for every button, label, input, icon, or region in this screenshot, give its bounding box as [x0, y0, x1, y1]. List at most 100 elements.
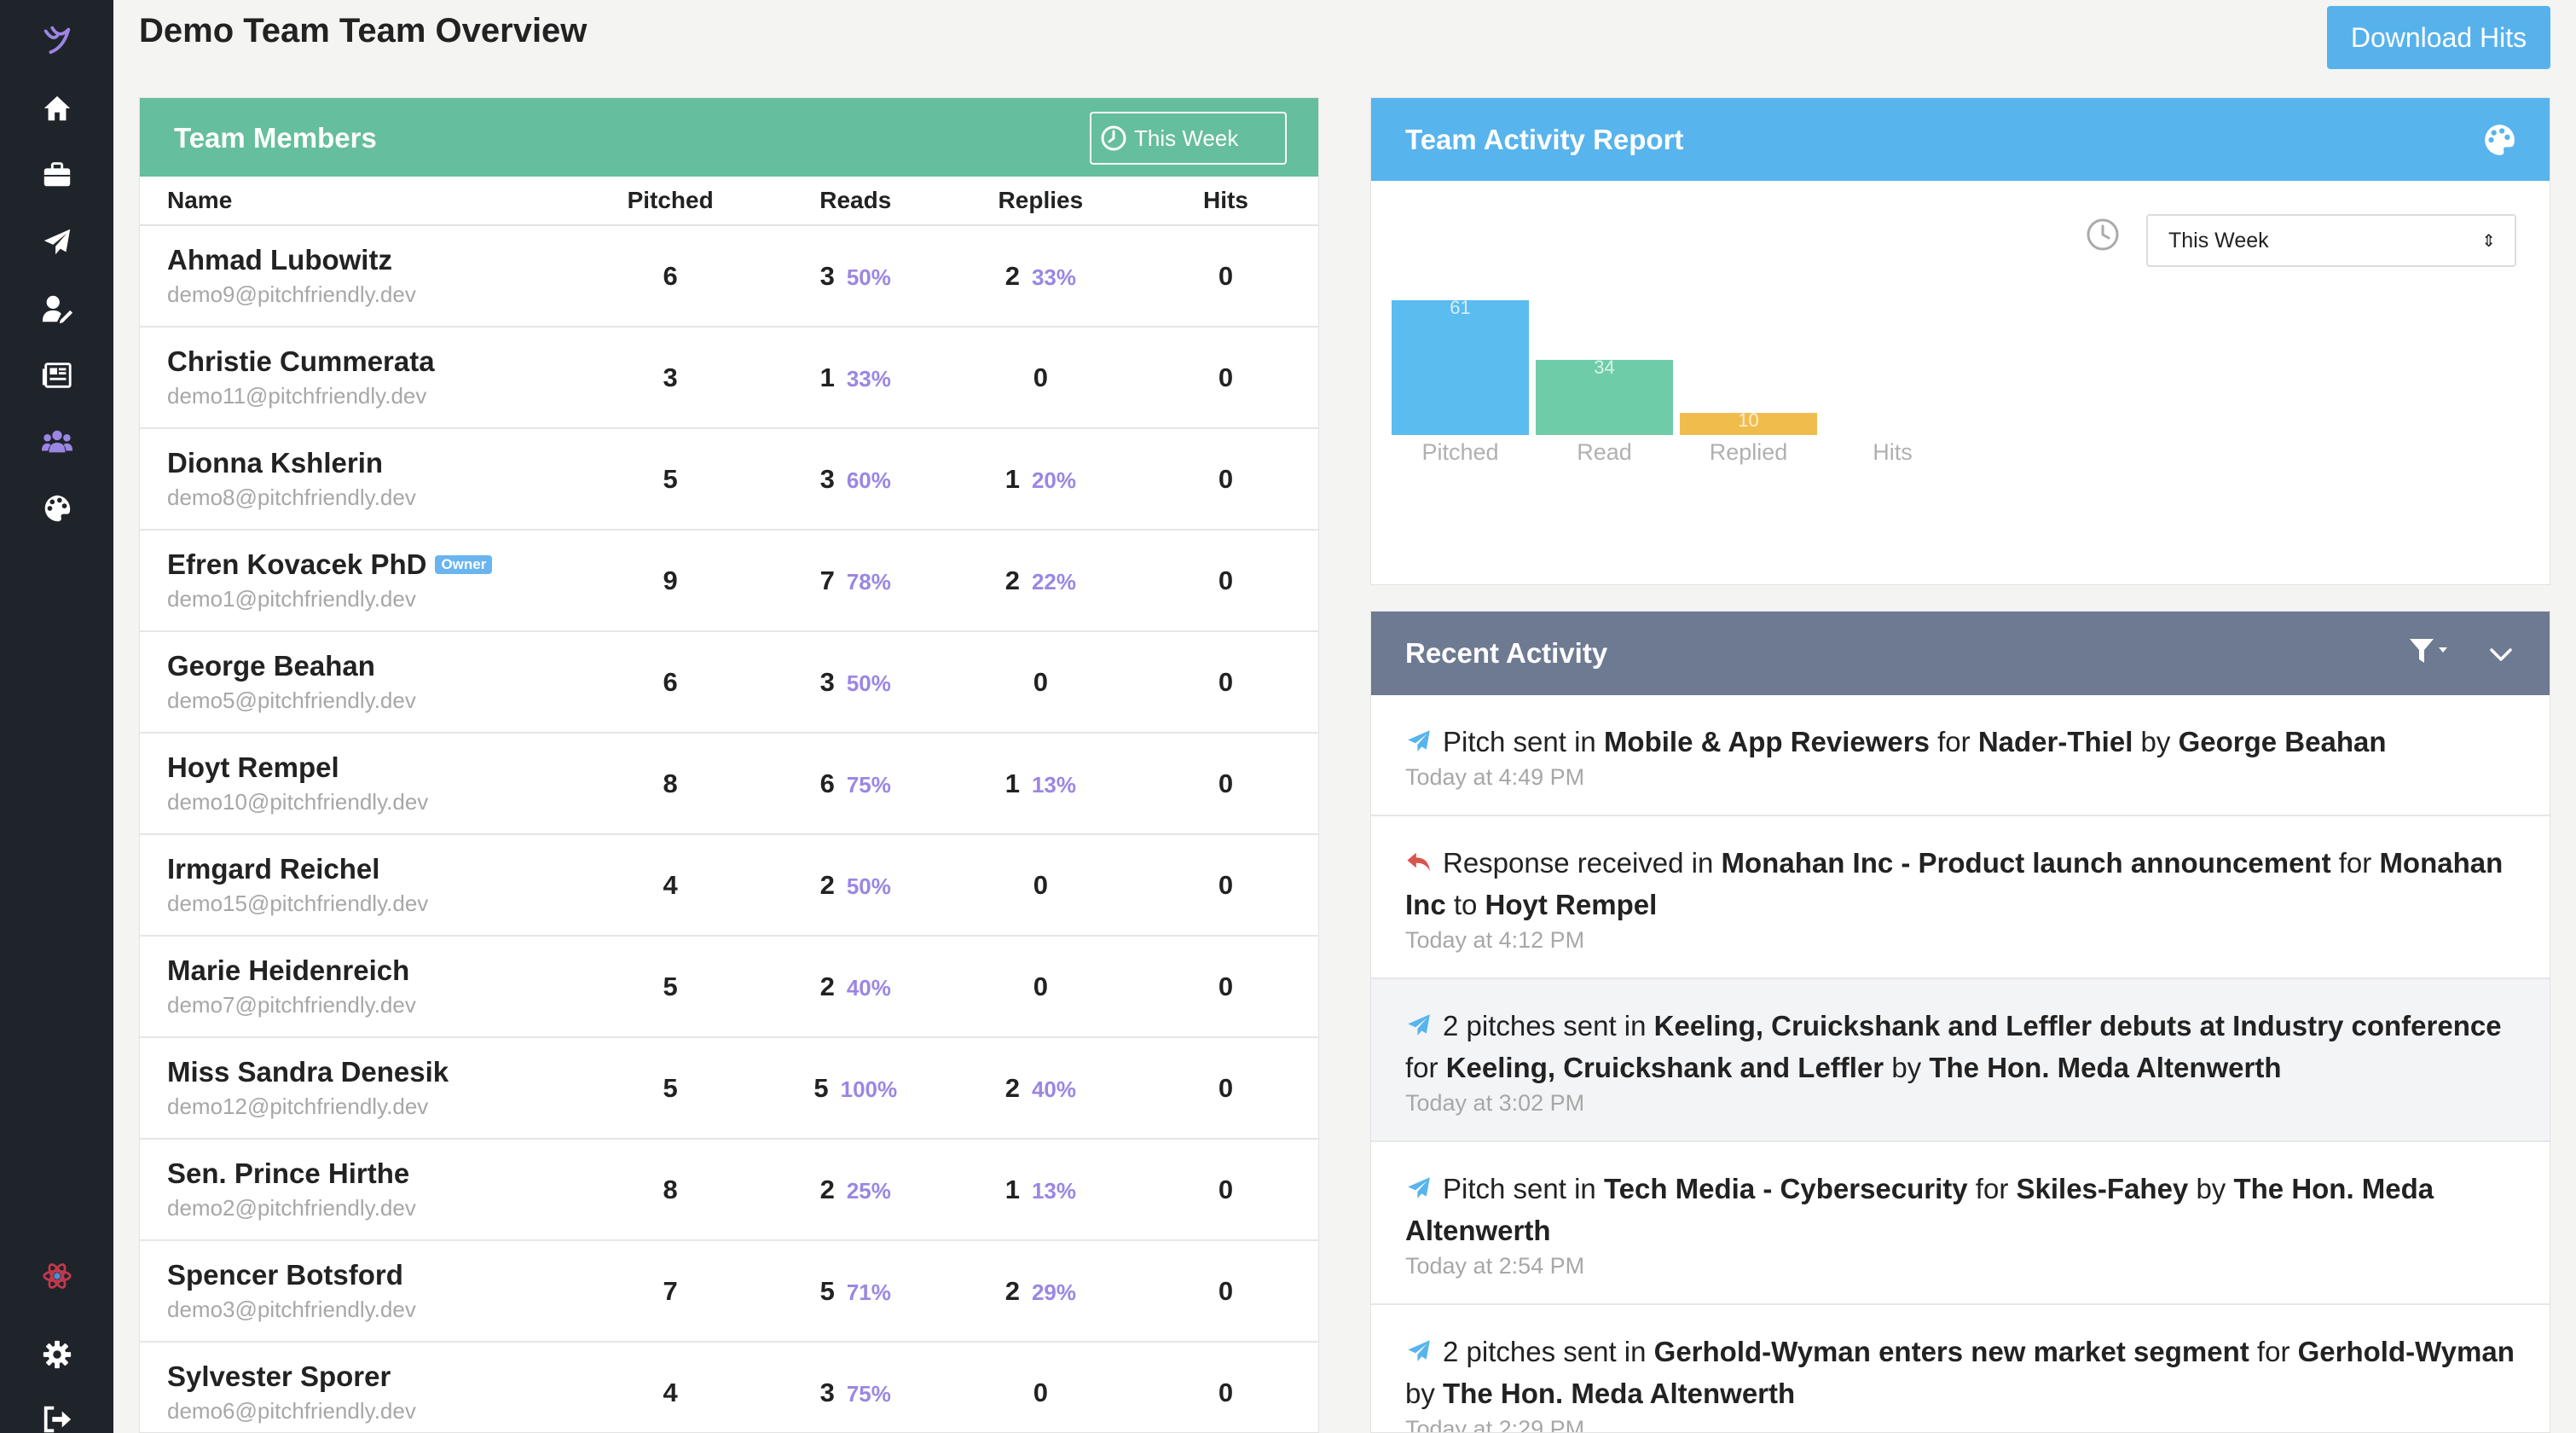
replies-cell: 0 [948, 363, 1133, 393]
member-name[interactable]: Spencer Botsford [167, 1259, 403, 1291]
reads-percent: 50% [846, 264, 891, 290]
activity-time: Today at 2:29 PM [1405, 1416, 1585, 1433]
activity-fragment: for [1967, 1173, 2017, 1204]
list-item[interactable]: Pitch sent in Mobile & App Reviewers for… [1371, 695, 2550, 816]
list-item[interactable]: Pitch sent in Tech Media - Cybersecurity… [1371, 1142, 2550, 1305]
logout-icon[interactable] [0, 1395, 113, 1433]
recent-activity-title: Recent Activity [1405, 637, 1608, 669]
newspaper-icon[interactable] [0, 351, 113, 399]
column-hits[interactable]: Hits [1203, 187, 1248, 213]
reads-cell: 6 75% [763, 769, 948, 799]
activity-entity[interactable]: Hoyt Rempel [1485, 889, 1658, 920]
reads-cell: 3 50% [763, 667, 948, 698]
table-row[interactable]: Marie Heidenreich demo7@pitchfriendly.dev… [140, 937, 1318, 1038]
bar-pitched[interactable] [1392, 300, 1529, 435]
filter-icon[interactable] [2408, 637, 2451, 666]
member-email: demo10@pitchfriendly.dev [167, 789, 429, 815]
send-icon[interactable] [0, 218, 113, 266]
table-row[interactable]: Irmgard Reichel demo15@pitchfriendly.dev 4… [140, 835, 1318, 937]
briefcase-icon[interactable] [0, 151, 113, 199]
column-name[interactable]: Name [167, 187, 233, 213]
activity-entity[interactable]: Monahan Inc - Product launch announcemen… [1721, 847, 2331, 879]
member-name[interactable]: Irmgard Reichel [167, 853, 380, 885]
activity-entity[interactable]: Skiles-Fahey [2016, 1173, 2189, 1204]
member-email: demo15@pitchfriendly.dev [167, 891, 429, 916]
pitched-cell: 9 [578, 566, 763, 596]
replies-percent: 33% [1031, 264, 1076, 290]
activity-entity[interactable]: Keeling, Cruickshank and Leffler [1445, 1052, 1884, 1083]
activity-text: 2 pitches sent in Gerhold-Wyman enters n… [1405, 1331, 2515, 1414]
table-row[interactable]: Ahmad Lubowitz demo9@pitchfriendly.dev 6 3 5… [140, 226, 1318, 328]
member-name[interactable]: Ahmad Lubowitz [167, 244, 392, 276]
replies-cell: 2 33% [948, 261, 1133, 292]
table-row[interactable]: Dionna Kshlerin demo8@pitchfriendly.dev 5 3… [140, 429, 1318, 531]
table-row[interactable]: Efren Kovacek PhD Owner demo1@pitchfriendl… [140, 531, 1318, 632]
member-email: demo7@pitchfriendly.dev [167, 992, 416, 1018]
clock-icon [2087, 218, 2119, 251]
download-hits-button[interactable]: Download Hits [2327, 6, 2550, 69]
member-name[interactable]: Efren Kovacek PhD [167, 548, 427, 580]
logo-icon[interactable] [0, 15, 113, 63]
member-name[interactable]: Miss Sandra Denesik [167, 1056, 449, 1088]
period-select[interactable]: This Week ⇕ [2146, 214, 2516, 267]
send-icon [1408, 730, 1430, 751]
bar-replied[interactable] [1680, 413, 1817, 435]
activity-entity[interactable]: Tech Media - Cybersecurity [1603, 1173, 1968, 1204]
reads-percent: 100% [840, 1076, 898, 1102]
member-name[interactable]: Sen. Prince Hirthe [167, 1157, 410, 1189]
column-replies[interactable]: Replies [998, 187, 1084, 213]
list-item[interactable]: 2 pitches sent in Gerhold-Wyman enters n… [1371, 1305, 2550, 1433]
activity-entity[interactable]: Gerhold-Wyman [2297, 1336, 2515, 1367]
member-name[interactable]: Sylvester Sporer [167, 1360, 391, 1392]
gear-icon[interactable] [0, 1331, 113, 1378]
pitched-cell: 4 [578, 870, 763, 901]
user-edit-icon[interactable] [0, 285, 113, 333]
team-icon[interactable] [0, 418, 113, 466]
page-title: Demo Team Team Overview [139, 12, 588, 49]
table-row[interactable]: Christie Cummerata demo11@pitchfriendly.d… [140, 328, 1318, 429]
palette-icon[interactable] [2481, 122, 2517, 158]
table-row[interactable]: Miss Sandra Denesik demo12@pitchfriendly.… [140, 1038, 1318, 1140]
list-item[interactable]: 2 pitches sent in Keeling, Cruickshank a… [1371, 979, 2550, 1142]
flower-icon[interactable] [0, 1252, 113, 1300]
chevron-down-icon[interactable] [2486, 641, 2515, 670]
hits-cell: 0 [1133, 769, 1318, 799]
list-item[interactable]: Response received in Monahan Inc - Produ… [1371, 816, 2550, 979]
member-name[interactable]: George Beahan [167, 650, 375, 682]
team-activity-report-header: Team Activity Report [1371, 98, 2550, 181]
reads-cell: 3 50% [763, 261, 948, 292]
member-name[interactable]: Christie Cummerata [167, 345, 435, 377]
table-row[interactable]: Sylvester Sporer demo6@pitchfriendly.dev 4… [140, 1343, 1318, 1432]
member-name[interactable]: Marie Heidenreich [167, 954, 410, 986]
table-row[interactable]: Spencer Botsford demo3@pitchfriendly.dev 7… [140, 1241, 1318, 1343]
activity-entity[interactable]: Monahan Inc [1405, 847, 2504, 920]
activity-fragment: Response received in [1443, 847, 1722, 879]
table-header: Name Pitched Reads Replies Hits [140, 177, 1318, 226]
column-pitched[interactable]: Pitched [627, 187, 714, 213]
activity-entity[interactable]: Nader-Thiel [1977, 726, 2133, 757]
home-icon[interactable] [0, 84, 113, 132]
category-label: Replied [1710, 439, 1788, 465]
activity-entity[interactable]: Keeling, Cruickshank and Leffler debuts … [1653, 1010, 2502, 1041]
reads-count: 1 [819, 362, 835, 392]
member-name[interactable]: Dionna Kshlerin [167, 447, 384, 479]
activity-entity[interactable]: Gerhold-Wyman enters new market segment [1653, 1336, 2249, 1367]
activity-entity[interactable]: The Hon. Meda Altenwerth [1443, 1378, 1796, 1409]
bar-read[interactable] [1536, 359, 1673, 435]
activity-entity[interactable]: Mobile & App Reviewers [1603, 726, 1930, 757]
column-reads[interactable]: Reads [819, 187, 892, 213]
member-name[interactable]: Hoyt Rempel [167, 751, 339, 783]
member-cell: Christie Cummerata demo11@pitchfriendly.d… [140, 345, 578, 409]
period-filter-button[interactable]: This Week [1090, 112, 1287, 165]
activity-time: Today at 4:12 PM [1405, 927, 1585, 953]
pitched-cell: 5 [578, 972, 763, 1002]
activity-entity[interactable]: George Beahan [2178, 726, 2387, 757]
table-row[interactable]: Sen. Prince Hirthe demo2@pitchfriendly.de… [140, 1140, 1318, 1241]
activity-entity[interactable]: The Hon. Meda Altenwerth [1929, 1052, 2282, 1083]
pitched-count: 8 [663, 1174, 678, 1204]
table-row[interactable]: Hoyt Rempel demo10@pitchfriendly.dev 8 6 75%… [140, 734, 1318, 835]
palette-icon[interactable] [0, 484, 113, 532]
activity-entity[interactable]: The Hon. Meda Altenwerth [1405, 1173, 2434, 1246]
reads-cell: 1 33% [763, 363, 948, 393]
table-row[interactable]: George Beahan demo5@pitchfriendly.dev 6 3 50… [140, 632, 1318, 734]
